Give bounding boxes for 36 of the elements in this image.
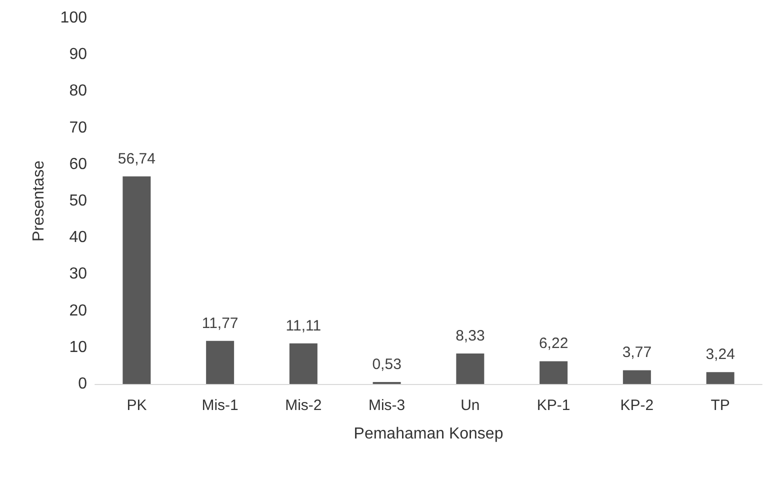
x-tick-label: KP-2: [620, 397, 654, 414]
y-tick-label: 40: [69, 229, 88, 246]
data-label: 0,53: [372, 356, 402, 374]
bar: [456, 354, 484, 384]
data-label: 3,77: [622, 344, 652, 362]
y-tick-label: 10: [69, 338, 88, 356]
data-label: 11,11: [286, 317, 322, 334]
bar: [206, 340, 234, 384]
x-tick-label: PK: [126, 397, 147, 414]
bar: [122, 176, 151, 384]
data-label: 56,74: [118, 150, 156, 168]
x-tick-label: Un: [460, 397, 480, 414]
bar: [540, 361, 568, 384]
x-tick-label: Mis-1: [202, 397, 238, 414]
y-tick-label: 100: [60, 10, 88, 26]
bar: [622, 370, 651, 384]
x-tick-label: Mis-2: [285, 397, 322, 414]
y-tick-label: 60: [69, 156, 88, 173]
y-tick-label: 0: [78, 376, 88, 392]
bar: [289, 343, 318, 384]
data-label: 6,22: [538, 335, 568, 352]
y-tick-label: 50: [69, 192, 88, 210]
data-label: 11,77: [202, 314, 238, 332]
data-label: 3,24: [706, 346, 735, 364]
y-tick-label: 30: [69, 266, 88, 283]
data-label: 8,33: [456, 328, 485, 345]
x-tick-label: Mis-3: [368, 397, 406, 414]
y-tick-label: 80: [69, 82, 88, 100]
bar: [706, 372, 734, 384]
y-tick-label: 70: [69, 119, 88, 136]
y-axis-title: Presentase: [30, 160, 48, 242]
x-tick-label: KP-1: [536, 397, 570, 414]
y-tick-label: 20: [69, 302, 88, 320]
x-tick-label: TP: [710, 397, 730, 414]
y-tick-label: 90: [69, 46, 88, 64]
x-axis-title: Pemahaman Konsep: [354, 426, 504, 442]
